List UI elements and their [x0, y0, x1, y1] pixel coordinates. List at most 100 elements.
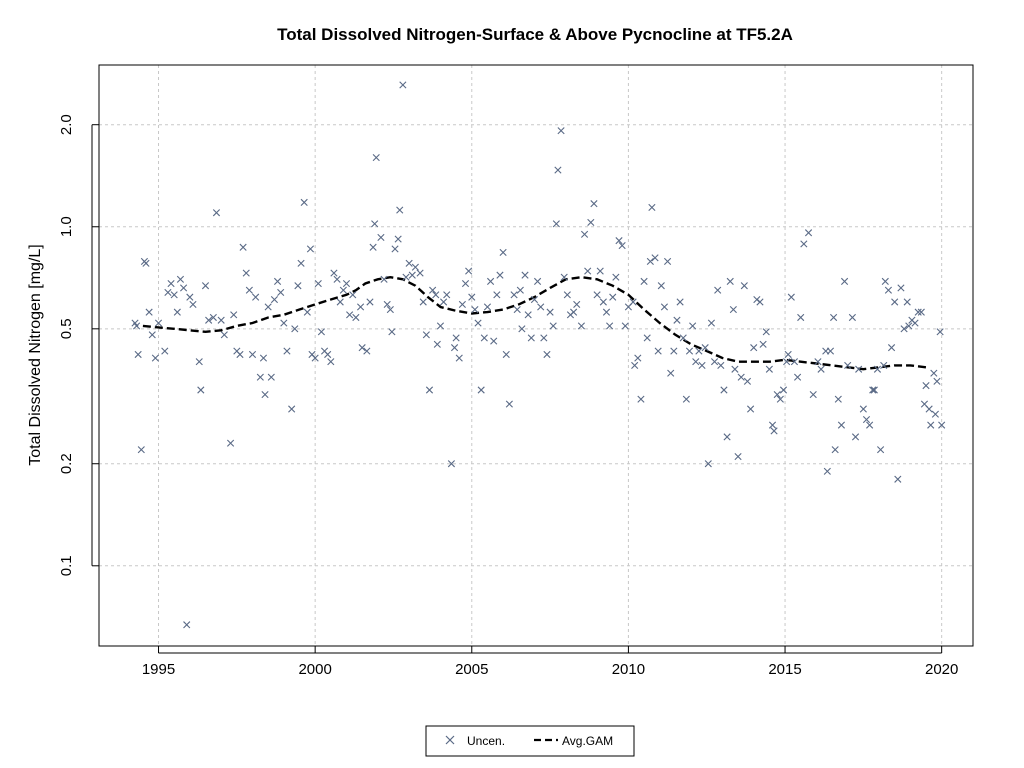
data-point: [643, 334, 651, 342]
data-point: [264, 303, 272, 311]
data-point: [587, 218, 595, 226]
data-point: [834, 395, 842, 403]
data-point: [593, 291, 601, 299]
data-point: [648, 203, 656, 212]
data-point: [654, 347, 662, 355]
data-point: [411, 263, 419, 271]
data-point: [848, 313, 856, 322]
data-point: [447, 460, 456, 468]
data-point: [831, 446, 839, 454]
data-point: [311, 354, 319, 362]
data-point: [422, 331, 430, 339]
data-point: [280, 319, 288, 327]
data-point: [436, 322, 445, 330]
data-point: [239, 243, 247, 251]
data-point: [682, 395, 690, 403]
data-point: [433, 340, 441, 348]
data-point: [790, 358, 799, 366]
data-point: [267, 373, 275, 381]
data-point: [704, 460, 712, 468]
data-point: [306, 245, 315, 253]
y-tick-label: 0.1: [58, 555, 75, 576]
data-point: [660, 303, 669, 311]
data-point: [543, 350, 551, 359]
data-point: [369, 243, 377, 251]
data-point: [425, 386, 434, 394]
data-point: [330, 269, 338, 277]
data-point: [726, 277, 734, 285]
data-point: [900, 325, 908, 333]
data-point: [876, 446, 885, 454]
x-tick-label: 2005: [455, 661, 488, 678]
data-point: [252, 293, 260, 301]
data-point: [336, 298, 344, 306]
data-point: [394, 235, 402, 243]
data-point: [452, 334, 460, 342]
data-point: [750, 344, 758, 352]
data-point: [133, 322, 141, 330]
data-point: [294, 282, 302, 290]
data-point: [590, 200, 598, 208]
y-axis-label: Total Dissolved Nitrogen [mg/L]: [27, 244, 44, 465]
data-point: [399, 81, 407, 89]
data-point: [552, 220, 560, 228]
data-point: [787, 293, 795, 301]
data-point: [277, 288, 285, 297]
data-point: [880, 361, 888, 369]
data-point: [615, 237, 623, 245]
data-point: [784, 350, 792, 359]
data-point: [779, 386, 788, 394]
legend: Uncen. Avg.GAM: [425, 725, 635, 757]
data-point: [248, 350, 257, 359]
data-point: [439, 298, 448, 306]
x-axis: 1995 2000 2005 2010 2015 2020: [142, 646, 958, 678]
data-point: [183, 621, 191, 629]
data-point: [461, 279, 470, 288]
data-point: [477, 386, 485, 394]
gam-line-layer: [142, 275, 927, 371]
data-point: [606, 322, 614, 330]
data-point: [402, 273, 410, 281]
data-point: [419, 298, 427, 306]
data-point: [931, 410, 939, 418]
data-point: [283, 347, 291, 355]
data-point: [762, 328, 770, 336]
data-point: [352, 313, 360, 322]
data-point: [148, 331, 156, 339]
data-point: [717, 361, 725, 369]
data-point: [563, 291, 571, 299]
data-point: [599, 298, 607, 306]
data-point: [634, 354, 642, 362]
data-point: [483, 303, 492, 311]
data-point: [768, 421, 777, 429]
data-point: [297, 259, 305, 267]
data-point: [602, 308, 611, 316]
data-point: [710, 358, 719, 366]
data-point: [840, 277, 849, 285]
data-point: [499, 248, 507, 257]
x-tick-label: 2010: [612, 661, 645, 678]
data-point: [465, 267, 473, 275]
data-point: [657, 282, 665, 290]
data-point: [205, 316, 213, 324]
data-point: [288, 405, 296, 413]
data-point: [884, 286, 893, 294]
data-point: [300, 198, 308, 206]
data-point: [731, 365, 739, 373]
data-point: [533, 277, 542, 285]
data-point: [161, 347, 169, 355]
data-point: [701, 344, 709, 352]
data-point: [938, 421, 946, 429]
data-point: [380, 275, 388, 283]
data-point: [855, 365, 863, 373]
data-point: [557, 127, 565, 135]
data-point: [217, 316, 225, 324]
data-point: [720, 386, 728, 394]
data-point: [844, 361, 852, 369]
data-point: [324, 350, 332, 359]
data-point: [823, 467, 831, 475]
data-point: [922, 382, 930, 390]
data-point: [273, 277, 282, 285]
data-point: [817, 365, 825, 373]
data-point: [527, 334, 535, 342]
